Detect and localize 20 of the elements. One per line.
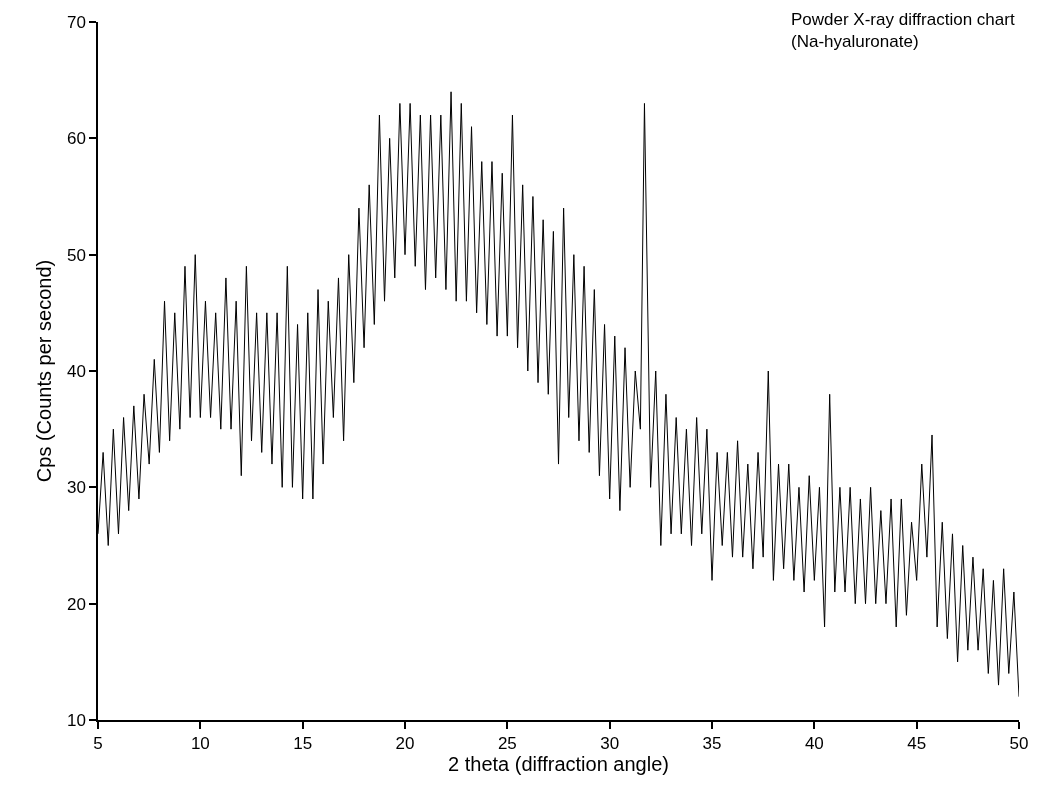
x-tick-label: 40 bbox=[804, 734, 824, 754]
x-tick-label: 50 bbox=[1009, 734, 1029, 754]
x-tick-label: 5 bbox=[93, 734, 103, 754]
x-tick-label: 30 bbox=[600, 734, 620, 754]
y-tick-label: 10 bbox=[66, 710, 86, 730]
x-tick-label: 45 bbox=[907, 734, 927, 754]
y-tick-label: 60 bbox=[66, 129, 86, 149]
y-tick-label: 40 bbox=[66, 361, 86, 381]
y-tick-label: 30 bbox=[66, 478, 86, 498]
y-tick-label: 20 bbox=[66, 594, 86, 614]
x-tick-label: 35 bbox=[702, 734, 722, 754]
x-tick-label: 20 bbox=[395, 734, 415, 754]
x-axis-title: 2 theta (diffraction angle) bbox=[448, 753, 669, 776]
annotation: Powder X-ray diffraction chart (Na-hyaluronate) bbox=[791, 10, 1015, 52]
y-tick-label: 70 bbox=[66, 12, 86, 32]
y-axis-title: Cps (Counts per second) bbox=[32, 259, 55, 483]
x-tick-label: 15 bbox=[293, 734, 313, 754]
x-tick-label: 10 bbox=[190, 734, 210, 754]
y-tick-label: 50 bbox=[66, 245, 86, 265]
x-tick-label: 25 bbox=[497, 734, 517, 754]
